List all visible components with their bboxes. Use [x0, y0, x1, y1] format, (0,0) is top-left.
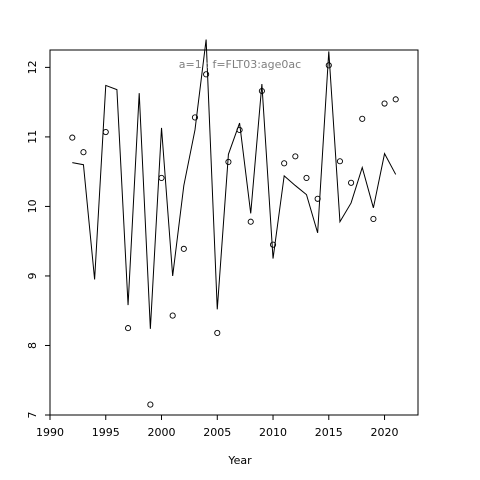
data-point: [303, 174, 310, 181]
data-point: [314, 195, 321, 202]
data-point: [325, 62, 332, 69]
y-tick-label: 8: [26, 342, 39, 349]
data-point: [147, 401, 154, 408]
data-point: [180, 245, 187, 252]
data-point: [370, 215, 377, 222]
data-point: [214, 329, 221, 337]
data-point: [158, 174, 165, 181]
x-tick-label: 1995: [92, 426, 120, 439]
x-tick-label: 2020: [371, 426, 399, 439]
plot-frame: [49, 49, 419, 416]
data-point: [203, 71, 210, 78]
y-tick-label: 7: [26, 412, 39, 419]
data-point: [191, 114, 199, 121]
chart-title: a=1 : f=FLT03:age0ac: [179, 58, 301, 71]
x-tick-label: 2010: [259, 426, 287, 439]
y-tick-label: 10: [26, 199, 39, 213]
plot-marks: [69, 39, 399, 408]
data-point: [381, 100, 388, 107]
y-tick-label: 9: [26, 272, 39, 279]
axes: 1990 1995 2000 2005 2010 2015 2020 7 8 9 10 11 12: [26, 49, 419, 439]
data-point: [281, 160, 288, 167]
data-point: [125, 325, 132, 332]
x-tick-label: 2000: [148, 426, 176, 439]
data-point: [69, 134, 76, 141]
data-point: [225, 158, 232, 165]
data-point: [392, 96, 399, 103]
y-tick-label: 12: [26, 60, 39, 74]
data-point: [80, 149, 87, 156]
data-point: [359, 115, 366, 122]
data-point: [169, 312, 176, 319]
data-point: [258, 87, 265, 95]
data-point: [236, 126, 243, 134]
data-point: [336, 158, 343, 165]
x-tick-label: 2005: [203, 426, 231, 439]
x-tick-label: 2015: [315, 426, 343, 439]
data-point: [348, 179, 355, 186]
x-axis-label: Year: [227, 454, 252, 467]
data-point: [292, 153, 299, 160]
data-point: [269, 241, 277, 248]
data-point: [247, 218, 254, 225]
x-tick-label: 1990: [36, 426, 64, 439]
y-tick-label: 11: [26, 130, 39, 144]
data-point: [102, 128, 109, 136]
series-line: [72, 39, 397, 329]
